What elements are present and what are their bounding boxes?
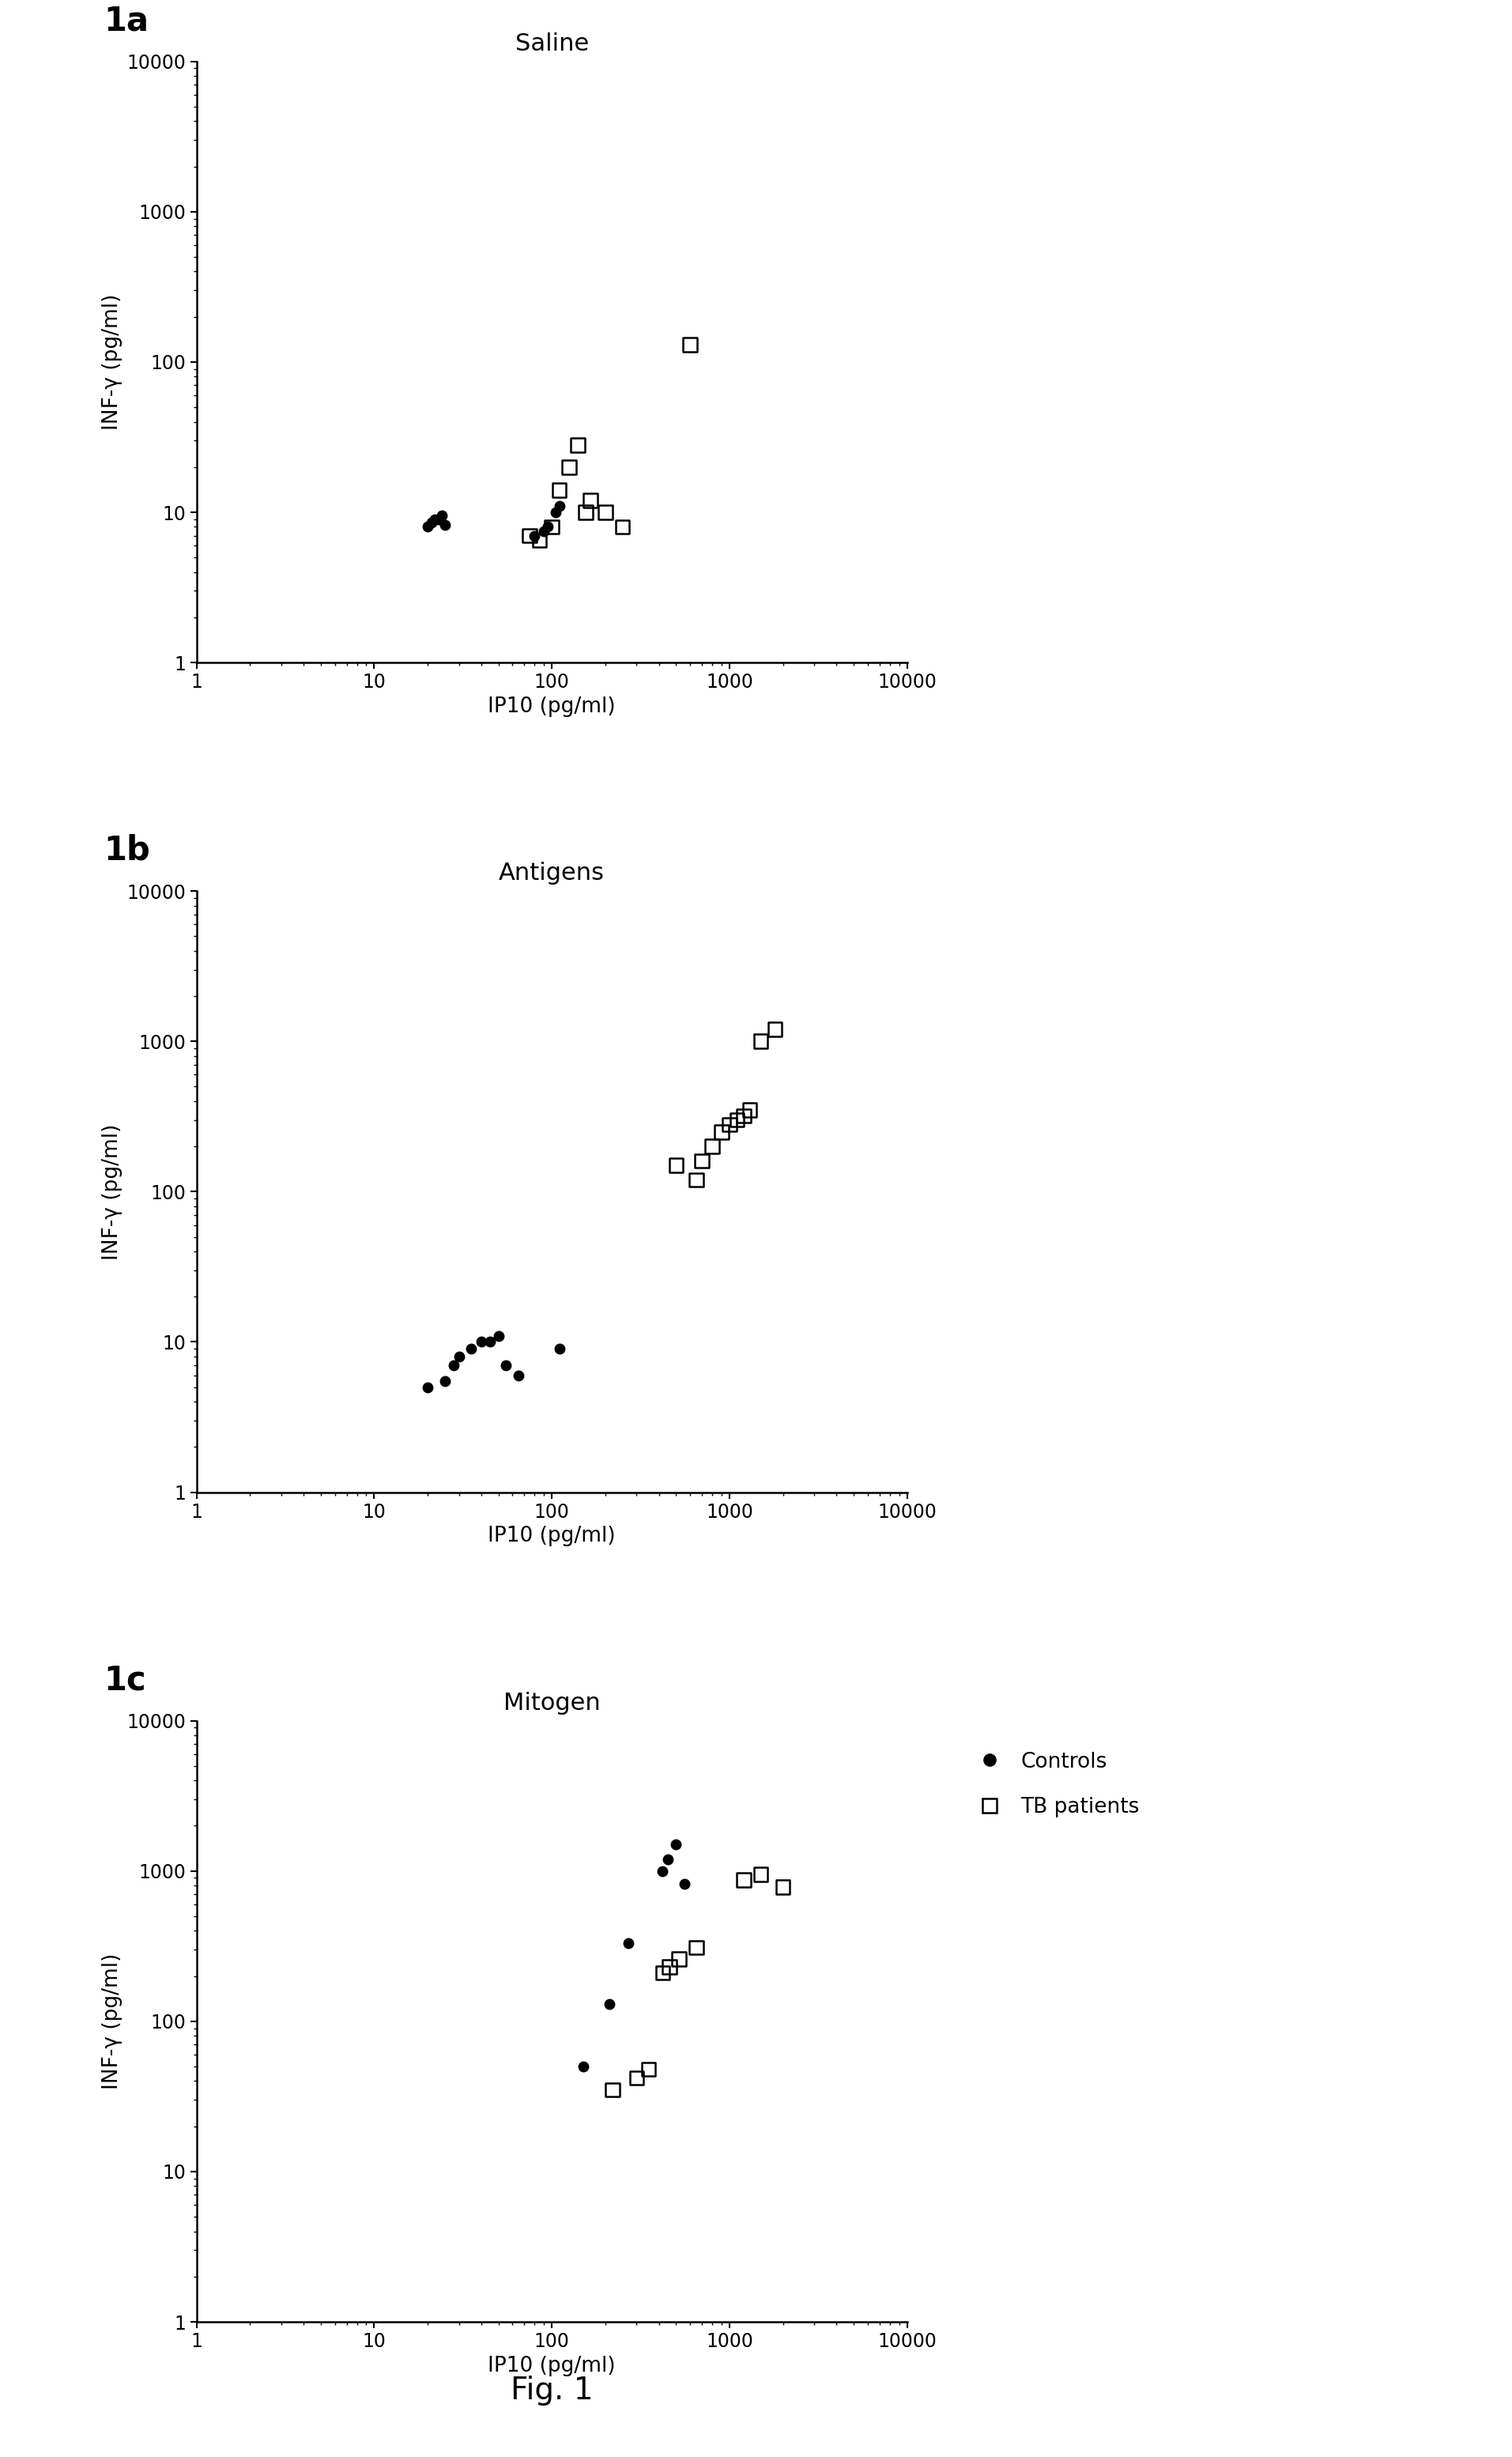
Y-axis label: INF-γ (pg/ml): INF-γ (pg/ml): [101, 295, 122, 430]
Point: [673, 1865, 697, 1904]
Point: [762, 1010, 786, 1049]
Point: [517, 516, 541, 555]
Point: [426, 499, 451, 538]
Y-axis label: INF-γ (pg/ml): INF-γ (pg/ml): [101, 1953, 122, 2088]
Point: [442, 1346, 466, 1386]
Point: [523, 516, 547, 555]
Title: Antigens: Antigens: [499, 862, 605, 885]
Point: [611, 506, 635, 545]
Title: Mitogen: Mitogen: [503, 1690, 600, 1715]
Y-axis label: INF-γ (pg/ml): INF-γ (pg/ml): [101, 1123, 122, 1260]
Point: [700, 1128, 724, 1167]
Point: [432, 506, 457, 545]
Point: [664, 1826, 688, 1865]
Legend: Controls, TB patients: Controls, TB patients: [960, 1742, 1148, 1826]
Point: [748, 1022, 773, 1061]
Point: [593, 494, 617, 533]
Point: [732, 1096, 756, 1135]
Point: [528, 521, 552, 560]
Text: 1a: 1a: [104, 5, 150, 37]
Point: [667, 1939, 691, 1978]
Title: Saline: Saline: [516, 32, 588, 54]
Point: [487, 1317, 511, 1356]
Point: [597, 1985, 621, 2025]
Point: [572, 2047, 596, 2086]
Point: [637, 2049, 661, 2088]
Point: [547, 472, 572, 511]
Point: [724, 1101, 748, 1140]
Text: 1c: 1c: [104, 1663, 147, 1698]
Point: [664, 1145, 688, 1184]
Point: [650, 1850, 674, 1889]
Point: [717, 1106, 741, 1145]
X-axis label: IP10 (pg/ml): IP10 (pg/ml): [488, 1526, 615, 1545]
Point: [416, 506, 440, 545]
Point: [579, 482, 603, 521]
Point: [709, 1113, 733, 1152]
Point: [650, 1953, 674, 1993]
Point: [656, 1840, 680, 1880]
Point: [458, 1329, 482, 1369]
Point: [624, 2059, 649, 2098]
Point: [658, 1948, 682, 1988]
X-axis label: IP10 (pg/ml): IP10 (pg/ml): [488, 2356, 615, 2376]
Point: [429, 496, 454, 536]
Point: [535, 506, 559, 545]
Point: [732, 1860, 756, 1899]
Point: [748, 1855, 773, 1894]
Point: [493, 1346, 517, 1386]
Point: [565, 425, 590, 464]
Point: [448, 1337, 472, 1376]
Point: [556, 447, 581, 486]
Point: [419, 504, 443, 543]
Text: Fig. 1: Fig. 1: [511, 2376, 593, 2405]
Point: [738, 1091, 762, 1130]
Text: 1b: 1b: [104, 833, 151, 867]
Point: [507, 1356, 531, 1396]
Point: [547, 1329, 572, 1369]
Point: [685, 1160, 709, 1199]
Point: [547, 486, 572, 526]
Point: [416, 1369, 440, 1408]
Point: [432, 1361, 457, 1400]
Point: [573, 494, 597, 533]
Point: [685, 1929, 709, 1968]
Point: [771, 1867, 795, 1907]
Point: [543, 494, 567, 533]
Point: [677, 324, 702, 364]
Point: [478, 1322, 502, 1361]
Point: [689, 1143, 714, 1182]
Point: [532, 511, 556, 550]
Point: [540, 506, 564, 545]
Point: [600, 2071, 624, 2111]
Point: [423, 499, 448, 538]
X-axis label: IP10 (pg/ml): IP10 (pg/ml): [488, 695, 615, 717]
Point: [617, 1924, 641, 1963]
Point: [469, 1322, 493, 1361]
